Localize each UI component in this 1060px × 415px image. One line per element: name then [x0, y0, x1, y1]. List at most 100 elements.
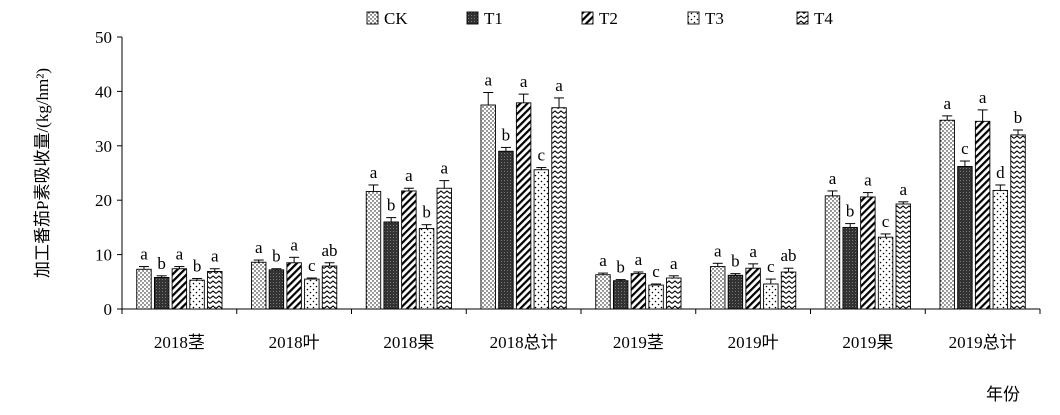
significance-letter: a [900, 180, 908, 199]
significance-letter: a [714, 241, 722, 260]
y-tick-label: 40 [95, 82, 112, 101]
x-axis-title: 年份 [986, 385, 1020, 404]
significance-letter: a [864, 171, 872, 190]
category-label: 2019茎 [613, 333, 664, 352]
bar-T1-0 [153, 276, 170, 310]
significance-letter: b [157, 254, 166, 273]
bar-T4-5 [780, 271, 797, 310]
bar-T2-5 [745, 267, 761, 310]
bar-T4-0 [207, 271, 223, 310]
bar-T4-1 [321, 265, 338, 310]
bar-T4-7 [1010, 134, 1026, 310]
significance-letter: a [140, 245, 148, 264]
y-tick-label: 20 [95, 191, 112, 210]
legend-swatch-T4 [796, 11, 809, 25]
bar-T2-2 [401, 190, 417, 310]
bar-T1-6 [842, 226, 858, 310]
significance-letter: c [538, 146, 546, 165]
bar-T1-3 [498, 150, 514, 310]
significance-letter: a [670, 254, 678, 273]
significance-letter: b [616, 258, 625, 277]
significance-letter: ab [322, 241, 338, 260]
bar-T3-2 [418, 228, 435, 310]
legend-label-T3: T3 [705, 9, 724, 28]
bar-T4-3 [551, 107, 567, 310]
category-label: 2019叶 [728, 333, 779, 352]
significance-letter: a [176, 245, 184, 264]
bar-T3-7 [992, 189, 1009, 310]
y-axis: 0 10 20 30 40 50 [95, 28, 123, 319]
significance-letter: b [502, 125, 511, 144]
y-tick-label: 0 [104, 300, 113, 319]
bar-T2-6 [860, 196, 876, 310]
axis-titles: 加工番茄P素吸收量/(kg/hm²) 年份 [33, 68, 1020, 404]
bar-T2-7 [974, 120, 991, 310]
bar-T4-4 [666, 277, 682, 310]
significance-letter: c [882, 212, 890, 231]
bar-CK-7 [939, 119, 955, 310]
legend-swatch-T2 [581, 11, 594, 25]
legend-swatch-T1 [466, 11, 479, 25]
bar-T2-0 [171, 268, 188, 310]
significance-letter: a [749, 242, 757, 261]
bar-T1-7 [957, 166, 973, 310]
y-tick-label: 30 [95, 137, 112, 156]
significance-letter: b [846, 202, 855, 221]
bar-T1-5 [727, 274, 744, 310]
significance-letter: b [272, 247, 281, 266]
significance-letter: b [1014, 108, 1023, 127]
bar-T1-1 [268, 269, 285, 310]
bar-CK-5 [710, 266, 726, 310]
significance-letter: ab [781, 246, 797, 265]
bar-CK-0 [136, 268, 152, 310]
significance-letter: b [422, 203, 431, 222]
category-label: 2019总计 [949, 333, 1017, 352]
bar-T3-1 [304, 278, 320, 310]
y-tick-label: 10 [95, 246, 112, 265]
bar-T2-1 [286, 262, 302, 310]
bar-T1-2 [383, 221, 399, 310]
significance-letter: c [767, 257, 775, 276]
y-tick-label: 50 [95, 28, 112, 47]
x-axis: 2018茎 2018叶 2018果 2018总计 2019茎 2019叶 2019果 2019… [121, 308, 1041, 352]
bar-T2-3 [515, 102, 532, 310]
significance-letter: a [405, 166, 413, 185]
significance-letter: a [255, 238, 263, 257]
significance-letter: d [996, 163, 1005, 182]
bar-CK-1 [251, 261, 267, 310]
significance-letter: a [599, 251, 607, 270]
significance-letter: c [652, 262, 660, 281]
significance-letter: a [979, 88, 987, 107]
significance-letter: a [211, 247, 219, 266]
significance-letter: b [387, 196, 396, 215]
bar-T3-4 [648, 284, 664, 310]
bar-T1-4 [612, 280, 629, 310]
significance-letter: b [193, 257, 202, 276]
category-label: 2018叶 [269, 333, 320, 352]
significance-letter: a [441, 159, 449, 178]
legend-swatch-CK [366, 11, 379, 25]
significance-letter: a [370, 163, 378, 182]
bar-T3-5 [763, 283, 779, 310]
category-label: 2018果 [383, 333, 434, 352]
bar-T3-6 [877, 236, 894, 310]
bars [136, 102, 1026, 310]
legend-label-T2: T2 [599, 9, 618, 28]
significance-letter: a [635, 250, 643, 269]
significance-letter: a [484, 70, 492, 89]
legend-label-T1: T1 [484, 9, 503, 28]
bar-CK-3 [480, 104, 496, 310]
bar-CK-4 [595, 274, 611, 310]
error-bars [138, 91, 1024, 286]
significance-letter: c [308, 256, 316, 275]
bar-T4-2 [436, 187, 452, 310]
bar-CK-6 [824, 195, 841, 310]
legend-swatch-T3 [687, 11, 700, 25]
significance-letter: a [555, 76, 563, 95]
legend: CK T1 T2 T3 T4 [366, 9, 833, 28]
category-label: 2019果 [842, 333, 893, 352]
significance-letter: b [731, 252, 740, 271]
significance-letter: a [290, 235, 298, 254]
y-axis-title: 加工番茄P素吸收量/(kg/hm²) [33, 68, 52, 278]
